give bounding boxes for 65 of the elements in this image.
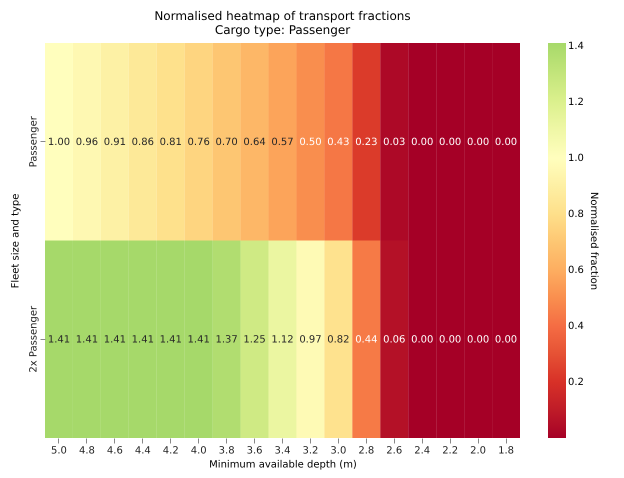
x-tick-label: 4.2 (162, 446, 179, 456)
data-label: 0.96 (76, 136, 98, 148)
data-label: 0.86 (132, 136, 154, 148)
data-label: 0.64 (243, 136, 266, 148)
data-label: 0.76 (188, 136, 210, 148)
data-label: 0.43 (327, 136, 350, 148)
data-label: 1.41 (188, 334, 210, 346)
data-label: 0.00 (466, 136, 490, 148)
data-label: 1.25 (243, 334, 266, 346)
y-axis-title: Fleet size and type (10, 194, 22, 288)
data-label: 0.81 (160, 136, 182, 148)
x-tick-label: 3.0 (330, 446, 346, 456)
data-label: 0.50 (299, 136, 322, 148)
color-bar-label: 0.8 (568, 208, 584, 220)
x-tick-label: 3.2 (302, 446, 318, 456)
data-label: 0.06 (383, 334, 406, 346)
x-tick-label: 2.0 (470, 446, 486, 456)
x-tick-label: 3.4 (274, 446, 290, 456)
color-bar-title: Normalised fraction (588, 192, 599, 290)
data-label: 1.41 (160, 334, 182, 346)
data-label: 0.57 (271, 136, 294, 148)
x-tick-label: 3.8 (218, 446, 235, 456)
chart-title: Normalised heatmap of transport fractions (154, 9, 411, 23)
data-label: 1.12 (271, 334, 294, 346)
data-label: 0.00 (411, 334, 434, 346)
color-bar-label: 0.2 (568, 376, 584, 388)
x-tick-label: 4.8 (78, 446, 95, 456)
color-bar-label: 1.2 (568, 96, 584, 108)
color-bar-label: 0.6 (568, 264, 584, 276)
x-tick-label: 3.6 (246, 446, 263, 456)
data-label: 0.00 (494, 334, 518, 346)
data-label: 0.00 (439, 334, 462, 346)
data-label: 0.44 (355, 334, 378, 346)
data-label: 0.23 (355, 136, 378, 148)
data-label: 0.00 (494, 136, 518, 148)
x-tick-label: 2.4 (414, 446, 430, 456)
data-label: 1.41 (104, 334, 126, 346)
data-label: 0.00 (466, 334, 490, 346)
data-label: 1.41 (48, 334, 70, 346)
x-tick-label: 2.8 (358, 446, 374, 456)
x-axis-title: Minimum available depth (m) (209, 460, 357, 470)
color-bar-label: 1.4 (568, 40, 584, 52)
color-bar-label: 0.4 (568, 320, 584, 332)
data-label: 0.97 (299, 334, 322, 346)
x-tick-label: 5.0 (51, 446, 67, 456)
y-tick-label: 2x Passenger (28, 305, 40, 373)
y-tick-label: Passenger (28, 115, 40, 168)
x-tick-label: 2.6 (386, 446, 402, 456)
data-label: 0.00 (439, 136, 462, 148)
x-tick-label: 4.0 (190, 446, 207, 456)
data-label: 0.03 (383, 136, 406, 148)
data-label: 0.00 (411, 136, 434, 148)
x-tick-label: 4.6 (106, 446, 123, 456)
data-label: 1.41 (132, 334, 154, 346)
data-label: 0.70 (215, 136, 238, 148)
data-label: 1.00 (48, 136, 70, 148)
x-tick-label: 2.2 (442, 446, 458, 456)
data-label: 1.37 (215, 334, 238, 346)
data-label: 0.91 (104, 136, 126, 148)
data-label: 1.41 (76, 334, 98, 346)
color-bar-label: 1.0 (568, 152, 584, 164)
chart-subtitle: Cargo type: Passenger (214, 23, 350, 37)
data-label: 0.82 (327, 334, 350, 346)
x-tick-label: 1.8 (498, 446, 514, 456)
x-tick-label: 4.4 (134, 446, 151, 456)
